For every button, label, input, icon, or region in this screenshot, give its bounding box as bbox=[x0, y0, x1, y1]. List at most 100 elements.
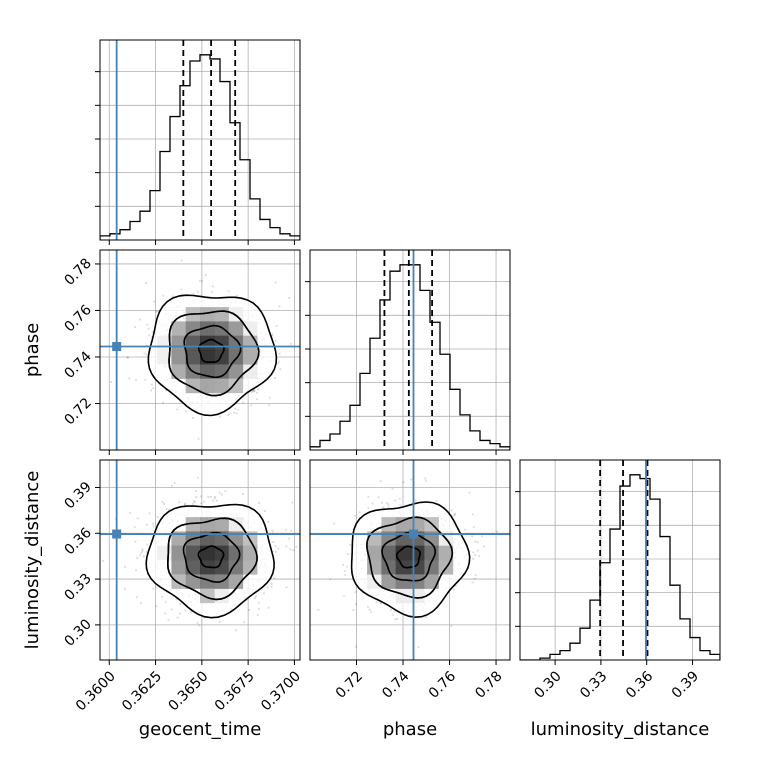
sample-point bbox=[135, 596, 138, 599]
sample-point bbox=[290, 529, 293, 533]
sample-point bbox=[135, 569, 138, 572]
sample-point bbox=[474, 540, 477, 543]
sample-point bbox=[196, 621, 199, 625]
hist-panel-geocent_time bbox=[95, 39, 301, 245]
sample-point bbox=[212, 499, 215, 502]
sample-point bbox=[389, 609, 392, 612]
sample-point bbox=[253, 390, 256, 393]
y-tick-label: 0.78 bbox=[61, 255, 94, 288]
density-cell bbox=[214, 364, 229, 379]
sample-point bbox=[126, 356, 130, 359]
sample-point bbox=[218, 620, 221, 624]
sample-point bbox=[368, 608, 371, 611]
panel-geocent_time-vs-phase bbox=[100, 243, 300, 450]
x-tick-label: 0.3625 bbox=[119, 668, 165, 714]
sample-point bbox=[472, 551, 475, 554]
density-cell bbox=[381, 517, 397, 532]
sample-point bbox=[474, 554, 477, 557]
density-cell bbox=[228, 560, 244, 575]
sample-point bbox=[435, 500, 438, 503]
sample-point bbox=[201, 279, 204, 283]
sample-point bbox=[155, 586, 158, 589]
sample-point bbox=[371, 502, 374, 505]
sample-point bbox=[192, 293, 195, 296]
sample-point bbox=[194, 243, 196, 245]
x-tick-label: 0.72 bbox=[333, 668, 366, 701]
sample-point bbox=[180, 288, 183, 291]
sample-point bbox=[471, 535, 474, 538]
sample-point bbox=[197, 437, 200, 440]
sample-point bbox=[184, 609, 187, 612]
sample-point bbox=[279, 368, 282, 371]
sample-point bbox=[291, 501, 294, 504]
sample-point bbox=[134, 540, 137, 543]
sample-point bbox=[250, 404, 253, 407]
contour-line bbox=[366, 516, 454, 599]
sample-point bbox=[161, 500, 164, 504]
sample-point bbox=[464, 528, 467, 531]
density-cell bbox=[171, 364, 187, 379]
sample-point bbox=[196, 476, 200, 479]
hist-panel-luminosity_distance bbox=[515, 459, 721, 665]
sample-point bbox=[123, 588, 126, 591]
x-axis-label-luminosity_distance: luminosity_distance bbox=[531, 719, 710, 740]
sample-point bbox=[195, 496, 198, 499]
sample-point bbox=[173, 482, 176, 485]
sample-point bbox=[284, 528, 288, 532]
x-axis-label-geocent_time: geocent_time bbox=[139, 719, 262, 740]
sample-point bbox=[271, 333, 274, 336]
sample-point bbox=[288, 537, 291, 540]
sample-point bbox=[370, 610, 373, 614]
sample-point bbox=[242, 621, 246, 624]
sample-point bbox=[424, 616, 428, 619]
sample-point bbox=[387, 503, 390, 506]
sample-point bbox=[102, 559, 105, 563]
sample-point bbox=[146, 543, 149, 546]
sample-point bbox=[285, 545, 288, 548]
sample-point bbox=[194, 489, 198, 493]
sample-point bbox=[354, 514, 357, 517]
y-tick-label: 0.74 bbox=[61, 348, 94, 381]
density-cell bbox=[171, 574, 187, 589]
density-cell bbox=[242, 545, 258, 561]
density-cell bbox=[214, 560, 229, 575]
sample-point bbox=[288, 296, 291, 299]
sample-point bbox=[398, 497, 401, 500]
sample-point bbox=[148, 512, 151, 515]
sample-point bbox=[396, 617, 399, 621]
density-cell bbox=[200, 574, 215, 589]
sample-point bbox=[128, 377, 131, 380]
density-cell bbox=[395, 545, 411, 561]
sample-point bbox=[394, 499, 397, 502]
density-cell bbox=[242, 560, 258, 575]
sample-point bbox=[379, 602, 382, 605]
density-cell bbox=[381, 531, 397, 547]
sample-point bbox=[345, 565, 348, 568]
density-cell bbox=[171, 560, 187, 575]
sample-point bbox=[410, 478, 413, 481]
panel-phase-vs-luminosity_distance bbox=[310, 460, 510, 660]
density-cell bbox=[214, 321, 229, 337]
histogram-geocent_time bbox=[100, 54, 300, 240]
sample-point bbox=[152, 525, 155, 528]
sample-point bbox=[257, 388, 260, 391]
density-cell bbox=[200, 531, 215, 547]
x-tick-label: 0.76 bbox=[426, 668, 459, 701]
sample-point bbox=[253, 389, 256, 392]
histogram-phase bbox=[310, 264, 510, 450]
x-tick-label: 0.3650 bbox=[166, 668, 212, 714]
sample-point bbox=[414, 499, 417, 502]
density-cell bbox=[228, 574, 244, 589]
y-tick-label: 0.72 bbox=[61, 395, 94, 428]
sample-point bbox=[209, 495, 212, 498]
sample-point bbox=[204, 273, 207, 276]
sample-point bbox=[454, 512, 457, 516]
sample-point bbox=[138, 318, 141, 321]
density-cell bbox=[424, 531, 439, 547]
sample-point bbox=[185, 410, 188, 413]
sample-point bbox=[200, 502, 203, 505]
sample-point bbox=[165, 507, 168, 510]
density-cell bbox=[410, 517, 425, 532]
sample-point bbox=[189, 611, 193, 614]
panel-frame bbox=[309, 249, 511, 451]
